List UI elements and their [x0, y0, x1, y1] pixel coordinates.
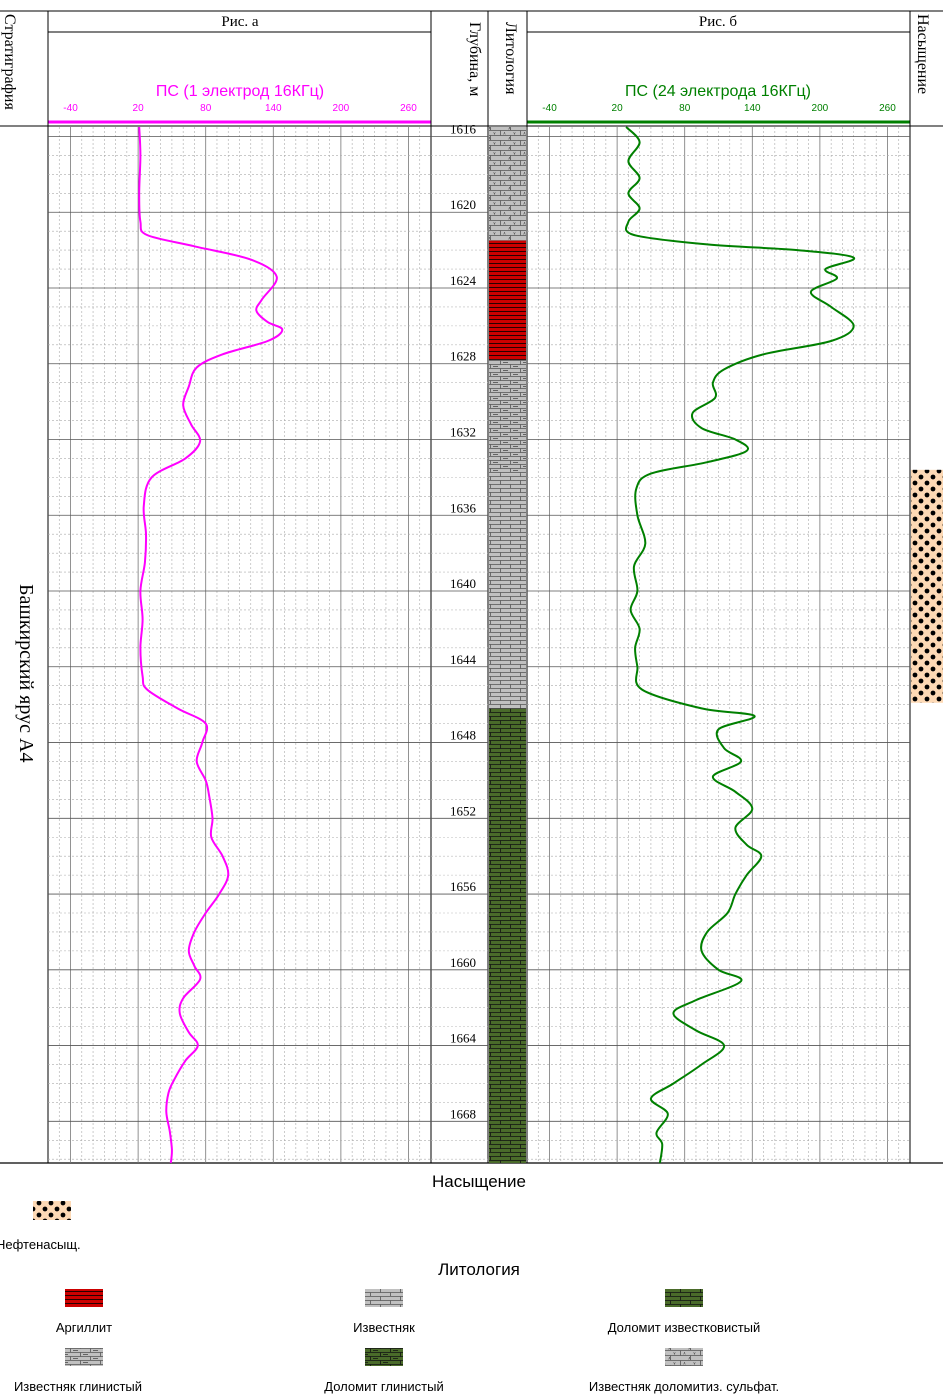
x-tick-label: 20: [133, 103, 145, 114]
legend-limestone-label: Известняк: [353, 1320, 415, 1335]
depth-tick-label: 1648: [450, 728, 476, 743]
depth-tick-label: 1632: [450, 425, 476, 440]
depth-tick-label: 1668: [450, 1106, 476, 1121]
legend-dolomite-clay-label: Доломит глинистый: [324, 1379, 443, 1394]
depth-tick-label: 1636: [450, 500, 477, 515]
lithology-interval-sulfate: [489, 127, 526, 241]
depth-tick-label: 1640: [450, 576, 476, 591]
saturation-interval-oil: [911, 469, 943, 703]
x-tick-label: -40: [542, 103, 557, 114]
grid-b: [527, 127, 910, 1163]
legend-oil-label: Нефтенасыщ.: [0, 1237, 81, 1252]
lithology-header: Литология: [502, 22, 519, 95]
saturation-header: Насыщение: [914, 14, 931, 94]
legend-lithology-title: Литология: [438, 1260, 520, 1279]
fig-b-title: Рис. б: [699, 14, 738, 30]
x-tick-label: -40: [63, 103, 78, 114]
stratigraphy-header: Стратиграфия: [1, 14, 18, 110]
header-row: Рис. а Рис. б Стратиграфия Глубина, м Ли…: [0, 10, 943, 127]
legend-limestone-swatch: [365, 1289, 403, 1307]
depth-tick-label: 1656: [450, 879, 477, 894]
legend-dolomite-clay-swatch: [365, 1348, 403, 1366]
curve-name-a: ПС (1 электрод 16КГц): [156, 83, 324, 100]
legend-clayey-label: Известняк глинистый: [14, 1379, 142, 1394]
lithology-interval-clayey: [489, 359, 526, 474]
legend-sulfate-swatch: [665, 1348, 703, 1366]
depth-tick-label: 1620: [450, 197, 476, 212]
ps-curve-b: [624, 126, 855, 1164]
saturation-column: [911, 469, 943, 703]
legend-saturation-title: Насыщение: [432, 1172, 526, 1191]
legend-dolomite-calc-label: Доломит известковистый: [608, 1320, 761, 1335]
legend-clayey-swatch: [65, 1348, 103, 1366]
legend-sulfate-label: Известняк доломитиз. сульфат.: [589, 1379, 779, 1394]
legend-argillite-label: Аргиллит: [56, 1320, 112, 1335]
x-tick-label: 140: [744, 103, 761, 114]
x-tick-label: 140: [265, 103, 282, 114]
lithology-interval-dolomite: [489, 708, 526, 1163]
x-tick-label: 200: [333, 103, 350, 114]
x-tick-label: 80: [679, 103, 691, 114]
curve-name-b: ПС (24 электрода 16КГц): [625, 83, 811, 100]
depth-tick-label: 1616: [450, 121, 477, 136]
x-tick-label: 260: [879, 103, 896, 114]
x-tick-label: 20: [612, 103, 624, 114]
lithology-interval-argillite: [489, 240, 526, 360]
depth-tick-label: 1660: [450, 955, 476, 970]
ps-curve-a: [138, 126, 284, 1164]
x-tick-label: 80: [200, 103, 212, 114]
x-tick-label: 200: [812, 103, 829, 114]
stratigraphy-unit-label: Башкирский ярус А4: [15, 584, 37, 762]
depth-tick-label: 1652: [450, 803, 476, 818]
depth-tick-label: 1664: [450, 1031, 477, 1046]
depth-tick-label: 1624: [450, 273, 477, 288]
legend-dolomite-calc-swatch: [665, 1289, 703, 1307]
x-tick-label: 260: [400, 103, 417, 114]
depth-tick-label: 1644: [450, 652, 477, 667]
depth-header: Глубина, м: [466, 22, 483, 96]
legend-argillite-swatch: [65, 1289, 103, 1307]
depth-axis: 1616 1620 1624 1628 1632 1636 1640 1644 1648 1652…: [431, 121, 488, 1160]
fig-a-title: Рис. а: [221, 14, 259, 30]
depth-tick-label: 1628: [450, 349, 476, 364]
legend: Насыщение Нефтенасыщ. Литология Аргиллит…: [0, 1172, 779, 1394]
track-frames: [0, 11, 943, 1164]
grid-a: [48, 127, 431, 1163]
lithology-interval-limestone: [489, 473, 526, 709]
lithology-column: [489, 127, 526, 1163]
legend-oil-swatch: [33, 1201, 71, 1220]
